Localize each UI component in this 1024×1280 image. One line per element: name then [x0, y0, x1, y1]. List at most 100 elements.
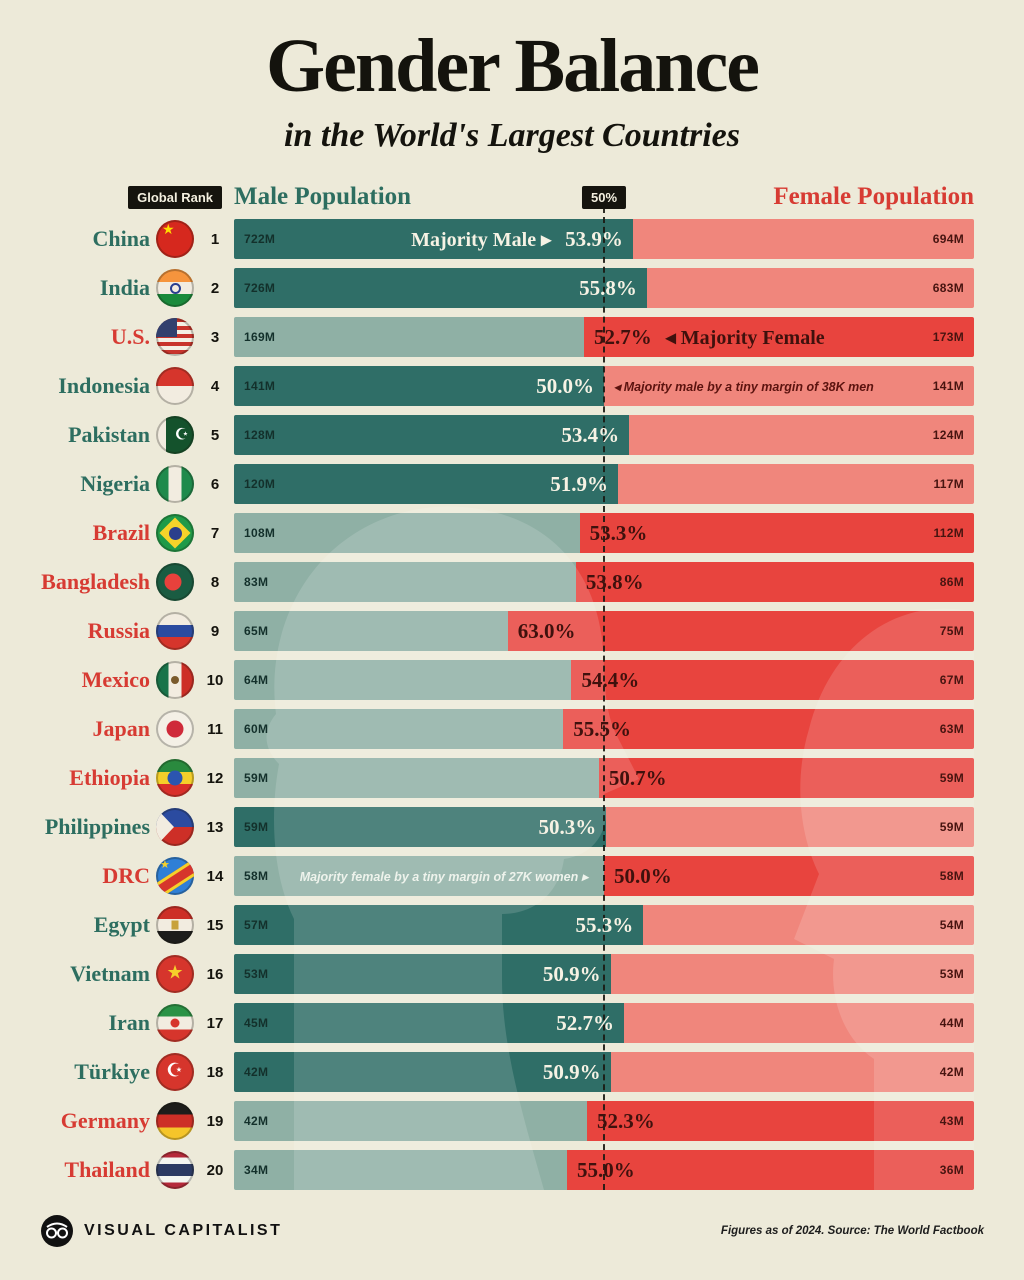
- country-label: Iran: [108, 1010, 150, 1036]
- majority-percent: 50.7%: [608, 765, 667, 790]
- country-label: Russia: [87, 618, 150, 644]
- population-bar: 726M 55.8% 683M: [234, 268, 974, 309]
- country-flag-icon: [156, 269, 194, 308]
- rank-number: 18: [206, 1063, 224, 1081]
- global-rank-badge: Global Rank: [128, 185, 222, 209]
- population-bar: 45M 52.7% 44M: [234, 1003, 974, 1044]
- female-bar: 53M: [610, 954, 974, 995]
- female-bar: 55.5% 63M: [563, 709, 974, 750]
- female-bar: 53.8% 86M: [575, 562, 974, 603]
- country-flag-icon: [156, 710, 194, 749]
- male-value: 59M: [244, 771, 269, 786]
- majority-percent: 52.3%: [596, 1108, 655, 1133]
- majority-note: ◂ Majority Female: [665, 326, 825, 349]
- country-flag-icon: [156, 367, 194, 406]
- female-value: 173M: [932, 330, 964, 345]
- male-bar: 58M Majority female by a tiny margin of …: [234, 856, 604, 897]
- majority-percent: 50.0%: [536, 373, 594, 398]
- table-row: Pakistan 5 128M 53.4% 124M: [2, 415, 974, 456]
- country-flag-icon: [156, 808, 194, 847]
- female-value: 67M: [939, 673, 964, 688]
- majority-percent: 50.9%: [542, 961, 601, 986]
- majority-percent: 50.3%: [538, 814, 597, 839]
- country-flag-icon: [156, 563, 194, 602]
- country-label: Bangladesh: [41, 569, 150, 595]
- rank-number: 13: [206, 818, 224, 836]
- country-label: Thailand: [64, 1157, 150, 1183]
- majority-note: Majority female by a tiny margin of 27K …: [299, 869, 588, 884]
- female-value: 59M: [939, 820, 964, 835]
- female-bar: 694M: [632, 219, 974, 260]
- male-value: 53M: [244, 967, 269, 982]
- female-value: 58M: [939, 869, 964, 884]
- table-row: Thailand 20 34M 55.0% 36M: [2, 1150, 974, 1191]
- country-label: Nigeria: [80, 471, 150, 497]
- male-bar: 722M Majority Male ▸ 53.9%: [234, 219, 633, 260]
- majority-percent: 55.3%: [575, 912, 634, 937]
- population-bar: 58M Majority female by a tiny margin of …: [234, 856, 974, 897]
- female-bar: 53.3% 112M: [579, 513, 974, 554]
- majority-percent: 53.3%: [589, 520, 648, 545]
- male-bar: 120M 51.9%: [234, 464, 619, 505]
- country-label: DRC: [102, 863, 150, 889]
- country-label: Philippines: [44, 814, 150, 840]
- country-label: Vietnam: [70, 961, 150, 987]
- country-label: India: [99, 275, 150, 301]
- bar-rows: China 1 722M Majority Male ▸ 53.9% 694M I…: [2, 197, 974, 1191]
- female-bar: 54.4% 67M: [571, 660, 974, 701]
- country-flag-icon: [156, 465, 194, 504]
- male-value: 141M: [244, 379, 276, 394]
- female-value: 42M: [939, 1065, 964, 1080]
- female-bar: 42M: [610, 1052, 974, 1093]
- country-flag-icon: [156, 661, 194, 700]
- country-label: Ethiopia: [69, 765, 150, 791]
- female-value: 694M: [932, 232, 964, 247]
- population-bar: 169M 52.7% ◂ Majority Female 173M: [234, 317, 974, 358]
- population-bar: 108M 53.3% 112M: [234, 513, 974, 554]
- population-bar: 42M 50.9% 42M: [234, 1052, 974, 1093]
- table-row: Egypt 15 57M 55.3% 54M: [2, 905, 974, 946]
- rank-header-cell: Global Rank: [2, 185, 234, 209]
- table-row: Bangladesh 8 83M 53.8% 86M: [2, 562, 974, 603]
- brand: VISUAL CAPITALIST: [40, 1214, 282, 1248]
- country-label: U.S.: [110, 324, 150, 350]
- male-bar: 60M: [234, 709, 564, 750]
- rank-number: 14: [206, 867, 224, 885]
- country-flag-icon: [156, 1151, 194, 1190]
- table-row: DRC 14 58M Majority female by a tiny mar…: [2, 856, 974, 897]
- male-value: 42M: [244, 1114, 269, 1129]
- table-row: India 2 726M 55.8% 683M: [2, 268, 974, 309]
- rank-number: 15: [206, 916, 224, 934]
- female-bar: ◂ Majority male by a tiny margin of 38K …: [604, 366, 974, 407]
- rank-number: 10: [206, 671, 224, 689]
- majority-percent: 53.4%: [561, 422, 620, 447]
- brand-name: VISUAL CAPITALIST: [84, 1222, 283, 1240]
- chart-header: Global Rank Male Population 50% Female P…: [2, 181, 974, 213]
- population-bar: 42M 52.3% 43M: [234, 1101, 974, 1142]
- rank-number: 3: [210, 328, 220, 346]
- population-bar: 120M 51.9% 117M: [234, 464, 974, 505]
- male-value: 83M: [244, 575, 269, 590]
- country-label: Brazil: [92, 520, 150, 546]
- majority-note: Majority Male ▸: [411, 228, 552, 251]
- female-value: 53M: [939, 967, 964, 982]
- country-flag-icon: [156, 1053, 194, 1092]
- female-bar: 63.0% 75M: [507, 611, 974, 652]
- rank-number: 8: [210, 573, 220, 591]
- table-row: Ethiopia 12 59M 50.7% 59M: [2, 758, 974, 799]
- country-label: China: [92, 226, 150, 252]
- majority-percent: 52.7%: [556, 1010, 614, 1035]
- male-bar: 59M: [234, 758, 599, 799]
- table-row: Germany 19 42M 52.3% 43M: [2, 1101, 974, 1142]
- male-value: 34M: [244, 1163, 269, 1178]
- table-row: Japan 11 60M 55.5% 63M: [2, 709, 974, 750]
- table-row: China 1 722M Majority Male ▸ 53.9% 694M: [2, 219, 974, 260]
- male-bar: 45M 52.7%: [234, 1003, 624, 1044]
- majority-percent: 55.8%: [579, 275, 637, 300]
- rank-number: 7: [210, 524, 220, 542]
- female-value: 63M: [939, 722, 964, 737]
- page-subtitle: in the World's Largest Countries: [284, 117, 740, 154]
- majority-percent: 53.8%: [585, 569, 644, 594]
- male-bar: 64M: [234, 660, 572, 701]
- country-flag-icon: [156, 1102, 194, 1141]
